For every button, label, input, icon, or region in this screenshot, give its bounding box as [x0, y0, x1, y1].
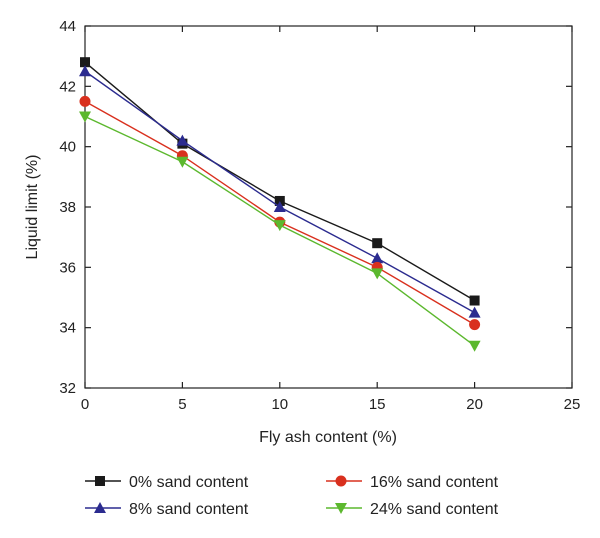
legend-marker — [95, 476, 105, 486]
legend-item: 8% sand content — [85, 501, 249, 518]
y-axis-title: Liquid limit (%) — [24, 155, 41, 260]
legend-item: 16% sand content — [326, 474, 499, 491]
data-point — [79, 95, 91, 107]
series-group — [79, 57, 481, 352]
series-3 — [79, 111, 481, 352]
y-tick-label: 42 — [59, 78, 76, 95]
series-0 — [80, 57, 480, 306]
data-point — [79, 65, 91, 77]
series-line — [84, 115, 476, 347]
data-point — [273, 220, 286, 232]
legend-label: 16% sand content — [370, 474, 499, 491]
plot-frame — [84, 25, 573, 389]
series-line — [84, 100, 475, 326]
legend-label: 8% sand content — [129, 501, 249, 518]
data-point — [80, 57, 90, 68]
legend-marker — [94, 502, 106, 513]
series-1 — [79, 65, 481, 318]
x-tick-label: 20 — [466, 396, 483, 413]
x-axis-title: Fly ash content (%) — [259, 429, 397, 446]
y-tick-label: 36 — [59, 259, 76, 276]
x-tick-label: 10 — [271, 396, 288, 413]
x-tick-label: 25 — [564, 396, 581, 413]
legend-marker — [335, 503, 347, 514]
data-point — [79, 111, 91, 123]
data-point — [469, 295, 480, 306]
legend-item: 24% sand content — [326, 501, 499, 518]
data-point — [176, 134, 189, 146]
data-point — [469, 319, 481, 331]
series-2 — [79, 95, 481, 331]
data-point — [372, 238, 383, 249]
data-point — [371, 268, 384, 280]
series-line — [84, 61, 475, 302]
data-point — [273, 201, 286, 212]
legend-marker — [335, 475, 347, 487]
x-tick-label: 15 — [369, 396, 386, 413]
axes: 0 5 10 15 20 25 32 34 36 38 40 42 44 — [59, 18, 580, 413]
data-point — [468, 306, 481, 318]
y-tick-label: 32 — [59, 380, 76, 397]
legend-label: 0% sand content — [129, 474, 249, 491]
x-tick-label: 5 — [178, 396, 186, 413]
y-tick-label: 40 — [59, 139, 76, 156]
data-point — [274, 195, 285, 206]
data-point — [176, 156, 189, 168]
legend: 0% sand content 8% sand content 16% sand c… — [85, 474, 499, 518]
x-tick-label: 0 — [81, 396, 89, 413]
data-point — [371, 252, 384, 264]
y-tick-label: 44 — [59, 18, 76, 35]
y-tick-label: 38 — [59, 199, 76, 216]
series-line — [84, 70, 475, 314]
y-tick-label: 34 — [59, 320, 76, 337]
data-point — [468, 340, 481, 352]
legend-item: 0% sand content — [85, 474, 249, 491]
legend-label: 24% sand content — [370, 501, 499, 518]
